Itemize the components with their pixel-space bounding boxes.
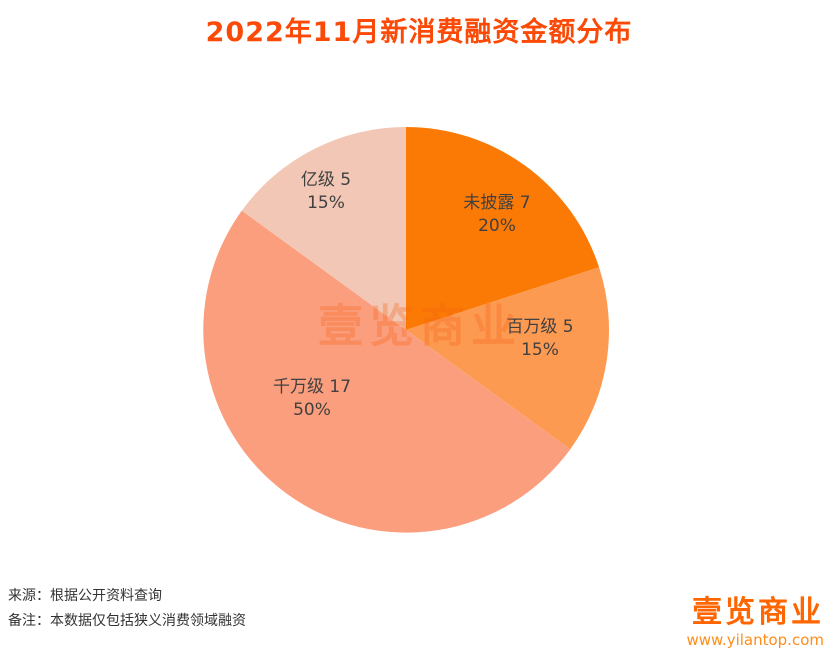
website-url: www.yilantop.com — [686, 631, 825, 649]
slice-label-千万级: 千万级 17 50% — [273, 377, 351, 420]
data-note: 备注：本数据仅包括狭义消费领域融资 — [8, 613, 246, 629]
slice-label-未披露: 未披露 7 20% — [463, 193, 530, 236]
pie-chart-svg: 未披露 7 20% 百万级 5 15% 千万级 17 50% 亿级 5 15% — [203, 127, 609, 533]
branding: 壹览商业 www.yilantop.com — [687, 596, 825, 650]
slice-label-亿级: 亿级 5 15% — [301, 170, 351, 213]
source-note: 来源：根据公开资料查询 — [8, 588, 162, 604]
slice-label-百万级: 百万级 5 15% — [506, 317, 573, 360]
footer: 来源：根据公开资料查询 备注：本数据仅包括狭义消费领域融资 — [8, 584, 246, 634]
logo-text: 壹览商业 — [692, 595, 824, 630]
pie-slice-未披露 — [406, 127, 600, 330]
pie-slice-千万级 — [203, 210, 571, 533]
pie-chart: 未披露 7 20% 百万级 5 15% 千万级 17 50% 亿级 5 15% — [196, 120, 616, 540]
pie-slice-百万级 — [406, 267, 609, 450]
pie-slice-亿级 — [241, 127, 406, 330]
chart-title: 2022年11月新消费融资金额分布 — [205, 17, 633, 48]
